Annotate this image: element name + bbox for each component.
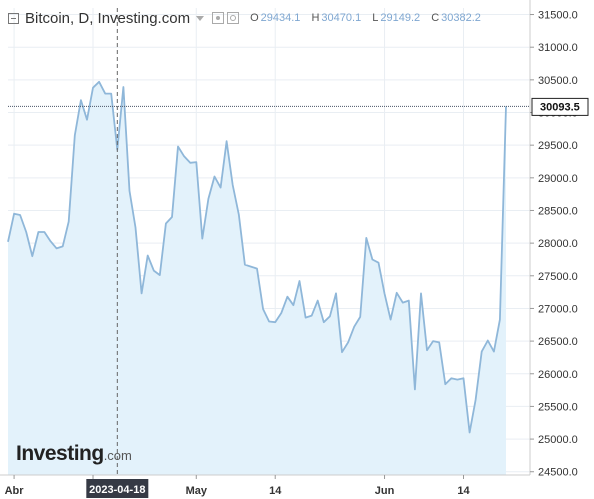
x-tick-label: Abr: [5, 485, 25, 497]
low-value: 29149.2: [380, 12, 421, 24]
crosshair-date-label: 2023-04-18: [86, 479, 149, 498]
x-tick-label: Jun: [375, 485, 395, 497]
y-tick-label: 24500.0: [538, 467, 578, 479]
y-tick-label: 28000.0: [538, 238, 578, 250]
x-tick-label: 14: [457, 485, 470, 497]
logo-suffix: .com: [103, 448, 132, 463]
investing-logo: Investing.com: [16, 442, 132, 466]
time-axis-labels: Abr14May14Jun14: [5, 475, 470, 497]
price-area-fill: [8, 81, 506, 476]
ohlc-values: O 29434.1 H 30470.1 L 29149.2 C 30382.2: [250, 12, 489, 24]
chart-header: Bitcoin, D, Investing.com O 29434.1 H 3047…: [8, 9, 489, 27]
gear-icon[interactable]: [227, 12, 240, 24]
y-tick-label: 27000.0: [538, 303, 578, 315]
y-tick-label: 30500.0: [538, 75, 578, 87]
y-tick-label: 29000.0: [538, 173, 578, 185]
close-key: C: [431, 12, 440, 24]
logo-main: Investing: [16, 442, 104, 465]
high-value: 30470.1: [321, 12, 362, 24]
y-tick-label: 31000.0: [538, 42, 578, 54]
price-axis-labels: 24500.0 25000.0 25500.0 26000.0 26500.0 27000…: [530, 10, 578, 479]
collapse-icon[interactable]: [8, 12, 19, 24]
low-key: L: [372, 12, 379, 24]
last-price-label: 30093.5: [531, 97, 589, 116]
y-tick-label: 25500.0: [538, 401, 578, 413]
y-tick-label: 29500.0: [538, 140, 578, 152]
high-key: H: [311, 12, 320, 24]
y-tick-label: 27500.0: [538, 271, 578, 283]
open-value: 29434.1: [260, 12, 301, 24]
y-tick-label: 26000.0: [538, 369, 578, 381]
price-line: [7, 80, 507, 434]
crosshair-date-box: [86, 479, 149, 498]
y-tick-label: 26500.0: [538, 336, 578, 348]
chart-title: Bitcoin, D, Investing.com: [25, 9, 191, 27]
y-tick-label: 28500.0: [538, 205, 578, 217]
x-tick-label: 14: [269, 485, 282, 497]
close-value: 30382.2: [441, 12, 481, 24]
last-price-label-box: [531, 97, 589, 116]
chevron-down-icon[interactable]: [196, 15, 205, 21]
y-tick-label: 25000.0: [538, 434, 578, 446]
eye-icon[interactable]: [212, 12, 225, 24]
x-tick-label: May: [186, 485, 208, 497]
crosshair-date-text: 2023-04-18: [89, 484, 145, 496]
y-tick-label: 31500.0: [538, 10, 578, 22]
open-key: O: [250, 12, 259, 24]
last-price-label-text: 30093.5: [540, 101, 580, 113]
